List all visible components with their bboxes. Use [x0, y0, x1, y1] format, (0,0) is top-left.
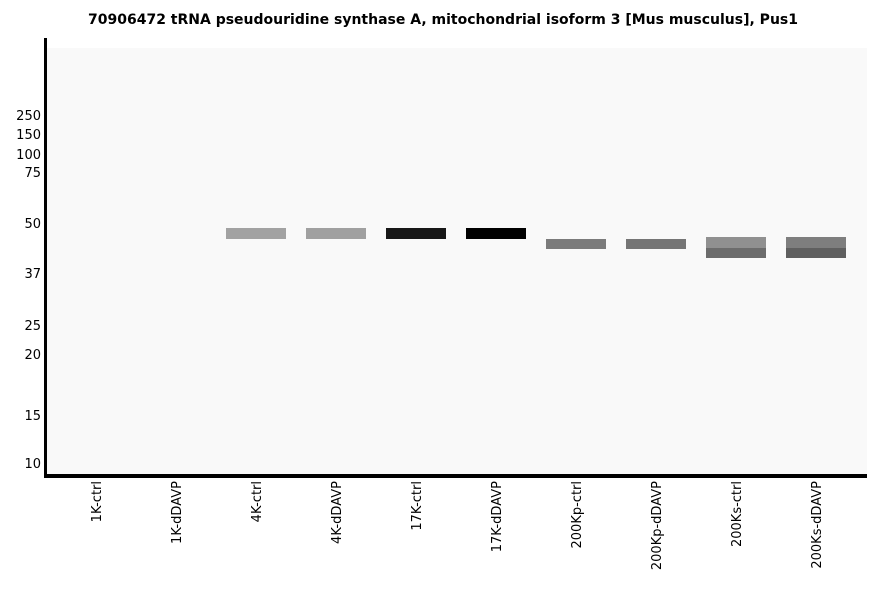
x-axis-line [44, 474, 867, 478]
x-axis-tick-label: 17K-ctrl [409, 481, 425, 531]
y-axis-tick-label: 50 [24, 217, 41, 232]
y-axis-tick-label: 10 [24, 457, 41, 472]
x-axis-tick-label: 17K-dDAVP [489, 481, 505, 553]
blot-band [386, 228, 446, 239]
y-axis-tick-label: 37 [24, 267, 41, 282]
blot-band [226, 228, 286, 239]
x-axis-tick-label: 200Kp-ctrl [569, 481, 585, 549]
x-axis-tick-label: 200Kp-dDAVP [649, 481, 665, 571]
x-axis-tick-label: 4K-ctrl [249, 481, 265, 523]
y-axis-tick-label: 20 [24, 348, 41, 363]
x-axis-tick-label: 1K-ctrl [89, 481, 105, 523]
blot-band [466, 228, 526, 239]
y-axis-tick-label: 75 [24, 166, 41, 181]
y-axis-tick-label: 25 [24, 319, 41, 334]
plot-area [47, 48, 867, 474]
x-axis-tick-label: 1K-dDAVP [169, 481, 185, 544]
blot-band [306, 228, 366, 239]
y-axis-tick-label: 100 [16, 148, 41, 163]
chart-title: 70906472 tRNA pseudouridine synthase A, … [88, 12, 798, 28]
blot-band [786, 247, 846, 259]
y-axis-tick-label: 250 [16, 109, 41, 124]
blot-band [706, 247, 766, 259]
blot-band [546, 238, 606, 250]
x-axis-tick-label: 200Ks-ctrl [729, 481, 745, 548]
blot-band [706, 237, 766, 248]
blot-band [626, 238, 686, 250]
x-axis-tick-label: 4K-dDAVP [329, 481, 345, 544]
y-axis-tick-label: 150 [16, 128, 41, 143]
y-axis-tick-label: 15 [24, 409, 41, 424]
y-axis-line [44, 38, 47, 478]
x-axis-tick-label: 200Ks-dDAVP [809, 481, 825, 569]
blot-band [786, 237, 846, 248]
